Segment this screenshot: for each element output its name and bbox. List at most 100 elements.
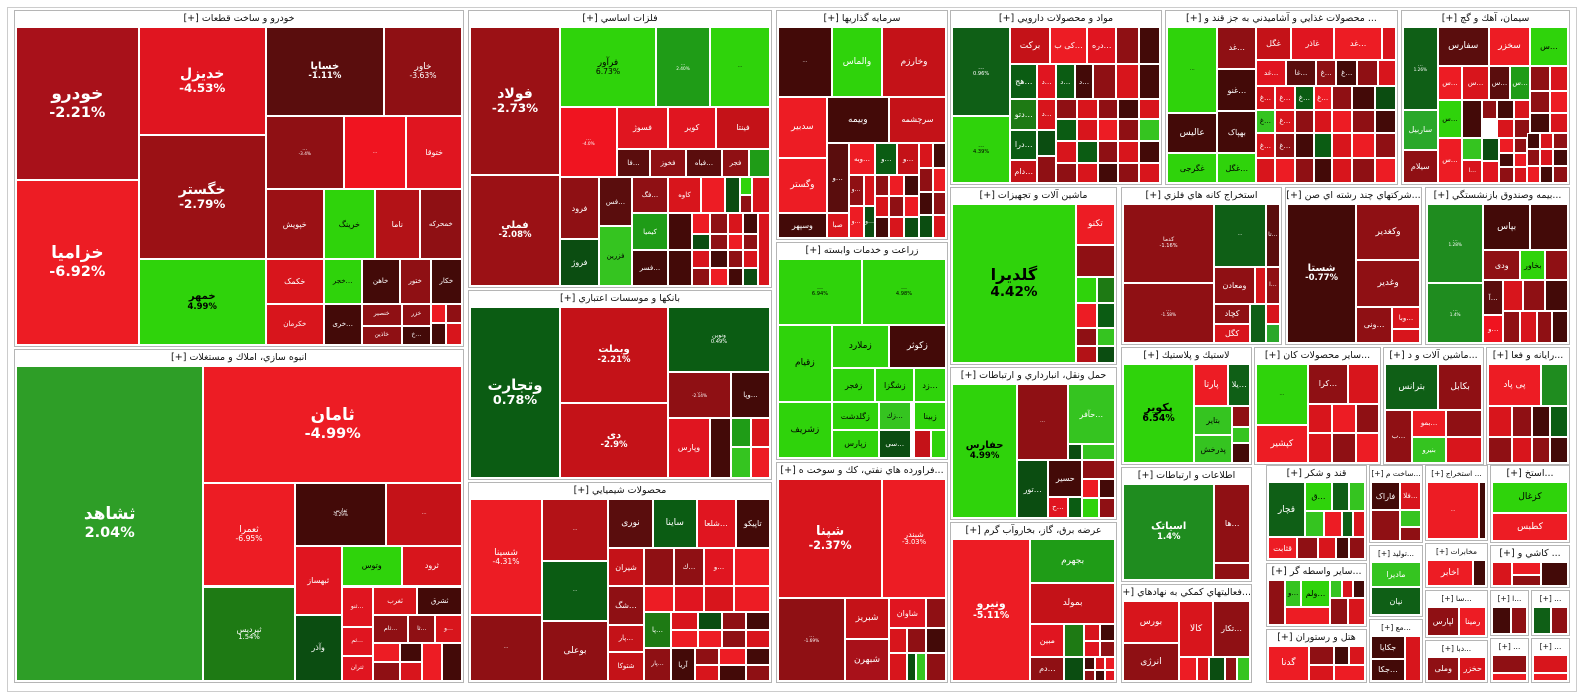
stock-tile[interactable] bbox=[1256, 158, 1275, 183]
stock-tile[interactable] bbox=[1529, 204, 1568, 250]
stock-tile[interactable]: … 1.26% bbox=[1403, 27, 1438, 110]
stock-tile[interactable]: وکغدیر bbox=[1356, 204, 1420, 260]
stock-tile[interactable]: وسپهر bbox=[778, 212, 827, 238]
stock-tile[interactable] bbox=[1214, 562, 1250, 580]
stock-tile[interactable] bbox=[701, 177, 725, 214]
stock-tile[interactable] bbox=[692, 249, 710, 268]
stock-tile[interactable]: …ا bbox=[1265, 266, 1280, 305]
stock-tile[interactable]: …دتو bbox=[1010, 98, 1038, 130]
stock-tile[interactable]: شستا -0.77% bbox=[1287, 204, 1357, 343]
stock-tile[interactable]: خمحرکه bbox=[419, 189, 462, 260]
stock-tile[interactable]: خکمک bbox=[265, 259, 324, 304]
stock-tile[interactable]: خکار bbox=[430, 259, 462, 304]
stock-tile[interactable]: …فس bbox=[599, 177, 632, 227]
stock-tile[interactable]: بنیرو bbox=[1412, 437, 1447, 463]
stock-tile[interactable] bbox=[1075, 302, 1098, 329]
stock-tile[interactable]: فینتا bbox=[716, 107, 770, 149]
sector-header-coal[interactable]: ...استخ [+] bbox=[1491, 466, 1569, 481]
stock-tile[interactable] bbox=[1553, 133, 1568, 149]
stock-tile[interactable]: وبیمه bbox=[826, 96, 889, 144]
stock-tile[interactable]: رمینا bbox=[1459, 607, 1486, 636]
stock-tile[interactable] bbox=[1105, 656, 1115, 670]
stock-tile[interactable]: پارتا bbox=[1194, 364, 1229, 406]
stock-tile[interactable]: مبین bbox=[1030, 624, 1065, 657]
stock-tile[interactable] bbox=[1357, 59, 1378, 87]
stock-tile[interactable] bbox=[1497, 119, 1514, 138]
stock-tile[interactable] bbox=[695, 664, 719, 681]
stock-tile[interactable]: وغدیر bbox=[1356, 259, 1420, 307]
stock-tile[interactable] bbox=[710, 213, 728, 235]
stock-tile[interactable]: …وبا bbox=[1392, 306, 1420, 330]
stock-tile[interactable] bbox=[1488, 437, 1512, 463]
sector-header-invest[interactable]: سرمايه گذاريها [+] bbox=[777, 11, 947, 26]
stock-tile[interactable] bbox=[1097, 140, 1119, 163]
stock-tile[interactable] bbox=[1097, 345, 1115, 363]
stock-tile[interactable]: کچاد bbox=[1214, 304, 1251, 324]
stock-tile[interactable]: …فا bbox=[617, 148, 650, 178]
stock-tile[interactable] bbox=[1355, 403, 1379, 434]
stock-tile[interactable] bbox=[1297, 537, 1319, 559]
stock-tile[interactable] bbox=[1209, 657, 1225, 681]
stock-tile[interactable]: تاپیکو bbox=[735, 499, 770, 549]
stock-tile[interactable] bbox=[1375, 86, 1396, 110]
stock-tile[interactable] bbox=[752, 177, 770, 214]
stock-tile[interactable]: ودی bbox=[1483, 249, 1521, 281]
stock-tile[interactable] bbox=[1473, 560, 1486, 586]
stock-tile[interactable] bbox=[1533, 607, 1551, 634]
stock-tile[interactable] bbox=[1530, 112, 1550, 134]
stock-tile[interactable]: بهپاک bbox=[1217, 111, 1257, 154]
stock-tile[interactable] bbox=[728, 213, 743, 235]
stock-tile[interactable] bbox=[1064, 656, 1085, 681]
sector-header-sugar[interactable]: قند و شكر [+] bbox=[1267, 466, 1366, 481]
stock-tile[interactable]: …شگ bbox=[608, 586, 644, 625]
stock-tile[interactable] bbox=[1196, 657, 1210, 681]
stock-tile[interactable] bbox=[1352, 133, 1376, 159]
stock-tile[interactable] bbox=[1375, 133, 1396, 159]
stock-tile[interactable]: وآذر bbox=[294, 614, 342, 681]
stock-tile[interactable]: …خجر bbox=[323, 259, 362, 304]
stock-tile[interactable]: وملی bbox=[1427, 657, 1460, 681]
stock-tile[interactable] bbox=[1341, 580, 1354, 598]
stock-tile[interactable] bbox=[1539, 148, 1554, 166]
stock-tile[interactable] bbox=[1492, 655, 1527, 674]
stock-tile[interactable] bbox=[758, 213, 770, 286]
stock-tile[interactable] bbox=[740, 177, 752, 196]
stock-tile[interactable] bbox=[668, 249, 692, 286]
stock-tile[interactable]: …غ bbox=[1256, 109, 1275, 134]
stock-tile[interactable]: ونیرو -5.11% bbox=[952, 539, 1031, 681]
stock-tile[interactable]: …تور bbox=[1017, 460, 1049, 518]
stock-tile[interactable]: …غ bbox=[1256, 133, 1275, 159]
stock-tile[interactable] bbox=[1178, 657, 1197, 681]
stock-tile[interactable] bbox=[1139, 98, 1160, 120]
stock-tile[interactable] bbox=[907, 628, 926, 653]
stock-tile[interactable] bbox=[1097, 302, 1115, 329]
stock-tile[interactable] bbox=[1549, 112, 1568, 134]
stock-tile[interactable]: فزرین bbox=[599, 226, 632, 286]
sector-header-insurance[interactable]: ...بيمه وصندوق بازنشستگي [+] bbox=[1426, 188, 1569, 203]
stock-tile[interactable] bbox=[932, 168, 946, 192]
stock-tile[interactable]: سخزر bbox=[1488, 27, 1531, 66]
sector-header-food[interactable]: ... محصولات غذايي و آشاميدني به جز قند و… bbox=[1166, 11, 1397, 26]
stock-tile[interactable] bbox=[1552, 311, 1568, 343]
stock-tile[interactable] bbox=[1482, 100, 1498, 120]
stock-tile[interactable] bbox=[1539, 165, 1554, 183]
stock-tile[interactable] bbox=[1118, 119, 1140, 141]
stock-tile[interactable] bbox=[919, 168, 933, 192]
stock-tile[interactable] bbox=[710, 249, 728, 268]
stock-tile[interactable] bbox=[1353, 580, 1365, 598]
stock-tile[interactable]: …و bbox=[435, 614, 462, 644]
sector-header-tinyD[interactable]: ... [+] bbox=[1532, 639, 1569, 654]
stock-tile[interactable]: …غد bbox=[1217, 27, 1257, 70]
stock-tile[interactable] bbox=[734, 548, 770, 587]
stock-tile[interactable] bbox=[1511, 562, 1541, 576]
stock-tile[interactable]: …غ bbox=[1256, 86, 1275, 110]
stock-tile[interactable] bbox=[1549, 66, 1568, 91]
stock-tile[interactable]: … bbox=[343, 116, 407, 190]
stock-tile[interactable] bbox=[875, 174, 889, 196]
stock-tile[interactable] bbox=[925, 628, 946, 653]
stock-tile[interactable] bbox=[863, 174, 876, 207]
stock-tile[interactable]: خنصیر bbox=[361, 303, 402, 326]
stock-tile[interactable] bbox=[1331, 109, 1353, 134]
stock-tile[interactable] bbox=[1513, 167, 1527, 183]
stock-tile[interactable] bbox=[710, 418, 731, 478]
